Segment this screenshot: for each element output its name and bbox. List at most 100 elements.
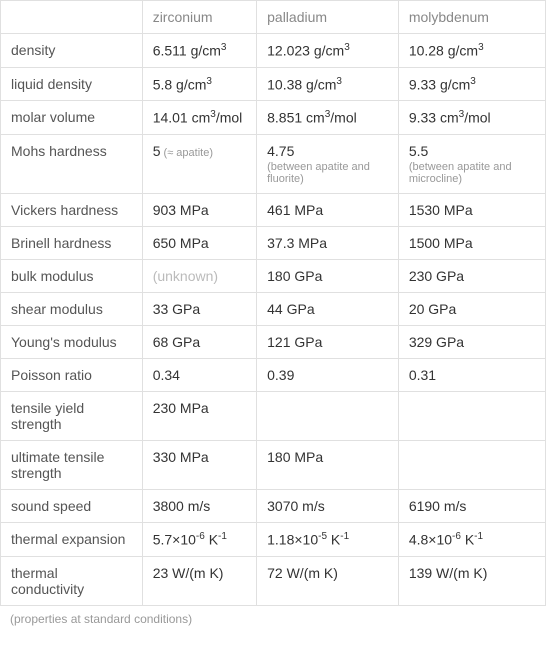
table-cell (398, 440, 545, 489)
row-label: shear modulus (1, 292, 143, 325)
table-cell: 5.8 g/cm3 (142, 67, 256, 101)
row-label: Young's modulus (1, 325, 143, 358)
superscript: 3 (206, 76, 212, 87)
table-cell (257, 391, 399, 440)
table-row: thermal conductivity23 W/(m K)72 W/(m K)… (1, 556, 546, 605)
table-header-row: zirconium palladium molybdenum (1, 1, 546, 34)
cell-value: 121 GPa (267, 334, 322, 350)
table-cell: 0.31 (398, 358, 545, 391)
table-cell: 6190 m/s (398, 489, 545, 522)
row-label: molar volume (1, 101, 143, 135)
column-header: zirconium (142, 1, 256, 34)
cell-value: 5.5 (409, 143, 428, 159)
properties-table: zirconium palladium molybdenum density6.… (0, 0, 546, 606)
cell-suffix: /mol (216, 110, 242, 126)
table-cell: 330 MPa (142, 440, 256, 489)
cell-value: 903 MPa (153, 202, 209, 218)
superscript: 3 (344, 42, 350, 53)
cell-value: 9.33 g/cm (409, 76, 470, 92)
table-cell: 180 GPa (257, 259, 399, 292)
cell-value: 650 MPa (153, 235, 209, 251)
cell-value: 10.38 g/cm (267, 76, 336, 92)
cell-value: 180 GPa (267, 268, 322, 284)
cell-value: 8.851 cm (267, 110, 325, 126)
table-cell (398, 391, 545, 440)
superscript: 3 (478, 42, 484, 53)
cell-value: 139 W/(m K) (409, 565, 488, 581)
cell-value: 6.511 g/cm (153, 43, 221, 59)
superscript: 3 (336, 76, 342, 87)
table-cell: 72 W/(m K) (257, 556, 399, 605)
cell-value: 9.33 cm (409, 110, 459, 126)
table-cell: 14.01 cm3/mol (142, 101, 256, 135)
cell-value: 180 MPa (267, 449, 323, 465)
table-cell: 461 MPa (257, 193, 399, 226)
table-cell: 5.5 (between apatite and microcline) (398, 134, 545, 193)
table-cell: 68 GPa (142, 325, 256, 358)
cell-value: 330 MPa (153, 449, 209, 465)
cell-note: (≈ apatite) (160, 147, 213, 159)
table-cell: 8.851 cm3/mol (257, 101, 399, 135)
table-cell: 180 MPa (257, 440, 399, 489)
table-cell: 4.75 (between apatite and fluorite) (257, 134, 399, 193)
table-row: density6.511 g/cm312.023 g/cm310.28 g/cm… (1, 34, 546, 68)
table-cell: 12.023 g/cm3 (257, 34, 399, 68)
cell-value: 10.28 g/cm (409, 43, 478, 59)
table-cell: (unknown) (142, 259, 256, 292)
cell-value: 20 GPa (409, 301, 456, 317)
table-row: Poisson ratio0.340.390.31 (1, 358, 546, 391)
table-cell: 3800 m/s (142, 489, 256, 522)
table-cell: 44 GPa (257, 292, 399, 325)
table-cell: 6.511 g/cm3 (142, 34, 256, 68)
cell-value: 5.8 g/cm (153, 76, 207, 92)
table-cell: 1500 MPa (398, 226, 545, 259)
cell-value: 4.75 (267, 143, 294, 159)
table-cell: 0.34 (142, 358, 256, 391)
table-cell: 10.28 g/cm3 (398, 34, 545, 68)
cell-value: 23 W/(m K) (153, 565, 224, 581)
table-cell: 3070 m/s (257, 489, 399, 522)
cell-value: 3070 m/s (267, 498, 325, 514)
cell-value: 0.34 (153, 367, 180, 383)
cell-value: 230 MPa (153, 400, 209, 416)
cell-note: (between apatite and microcline) (409, 161, 535, 185)
cell-value: 1.18×10 (267, 532, 318, 548)
table-cell: 9.33 cm3/mol (398, 101, 545, 135)
table-row: molar volume14.01 cm3/mol8.851 cm3/mol9.… (1, 101, 546, 135)
cell-value: 14.01 cm (153, 110, 211, 126)
cell-value: 5.7×10 (153, 532, 196, 548)
cell-value: 1500 MPa (409, 235, 473, 251)
cell-value: 44 GPa (267, 301, 314, 317)
cell-value: 1530 MPa (409, 202, 473, 218)
cell-suffix: /mol (464, 110, 490, 126)
table-cell: 650 MPa (142, 226, 256, 259)
table-cell: 1.18×10-5 K-1 (257, 522, 399, 556)
row-label: Mohs hardness (1, 134, 143, 193)
table-row: liquid density5.8 g/cm310.38 g/cm39.33 g… (1, 67, 546, 101)
table-cell: 10.38 g/cm3 (257, 67, 399, 101)
table-row: Brinell hardness650 MPa37.3 MPa1500 MPa (1, 226, 546, 259)
cell-note: (between apatite and fluorite) (267, 161, 388, 185)
cell-value: 12.023 g/cm (267, 43, 344, 59)
cell-value: (unknown) (153, 268, 218, 284)
superscript: 3 (221, 42, 227, 53)
cell-value: 4.8×10 (409, 532, 452, 548)
table-cell: 5.7×10-6 K-1 (142, 522, 256, 556)
cell-suffix: K (327, 532, 340, 548)
cell-value: 72 W/(m K) (267, 565, 338, 581)
table-cell: 230 GPa (398, 259, 545, 292)
cell-value: 461 MPa (267, 202, 323, 218)
table-cell: 33 GPa (142, 292, 256, 325)
table-row: Mohs hardness5 (≈ apatite) 4.75 (between a… (1, 134, 546, 193)
table-cell: 5 (≈ apatite) (142, 134, 256, 193)
table-cell: 121 GPa (257, 325, 399, 358)
table-row: bulk modulus (unknown) 180 GPa 230 GPa (1, 259, 546, 292)
row-label: liquid density (1, 67, 143, 101)
cell-value: 0.39 (267, 367, 294, 383)
table-row: sound speed3800 m/s3070 m/s6190 m/s (1, 489, 546, 522)
superscript: -1 (474, 531, 483, 542)
row-label: bulk modulus (1, 259, 143, 292)
table-row: tensile yield strength230 MPa (1, 391, 546, 440)
superscript: -6 (452, 531, 461, 542)
table-cell: 9.33 g/cm3 (398, 67, 545, 101)
